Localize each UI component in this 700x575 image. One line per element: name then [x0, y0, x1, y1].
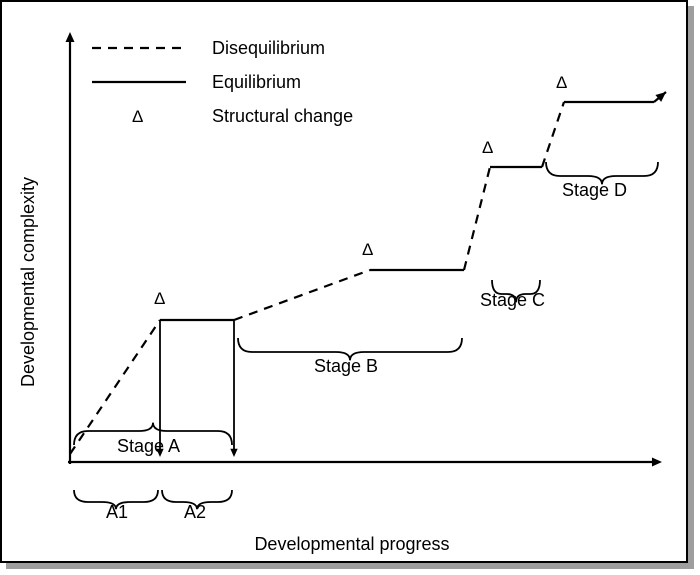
stage-label: Stage D [562, 180, 627, 200]
path-segment [70, 320, 160, 454]
arrow-head [652, 458, 662, 467]
y-axis-label: Developmental complexity [18, 177, 38, 387]
delta-marker: Δ [482, 138, 493, 157]
arrow-head [66, 32, 75, 42]
delta-marker: Δ [556, 73, 567, 92]
legend-label: Equilibrium [212, 72, 301, 92]
stage-label: Stage C [480, 290, 545, 310]
substage-label: A2 [184, 502, 206, 522]
legend-label: Structural change [212, 106, 353, 126]
x-axis-label: Developmental progress [254, 534, 449, 554]
legend-label: Disequilibrium [212, 38, 325, 58]
path-segment [464, 167, 490, 270]
legend-delta-icon: Δ [132, 107, 143, 126]
arrow-head [230, 449, 237, 457]
diagram-frame: Developmental progress Developmental comp… [0, 0, 700, 575]
stage-label: Stage A [117, 436, 180, 456]
delta-marker: Δ [154, 289, 165, 308]
panel-border: Developmental progress Developmental comp… [0, 0, 688, 563]
delta-marker: Δ [362, 240, 373, 259]
path-segment [542, 102, 564, 167]
path-segment [234, 270, 370, 320]
substage-label: A1 [106, 502, 128, 522]
stage-label: Stage B [314, 356, 378, 376]
diagram-svg: Developmental progress Developmental comp… [2, 2, 686, 561]
